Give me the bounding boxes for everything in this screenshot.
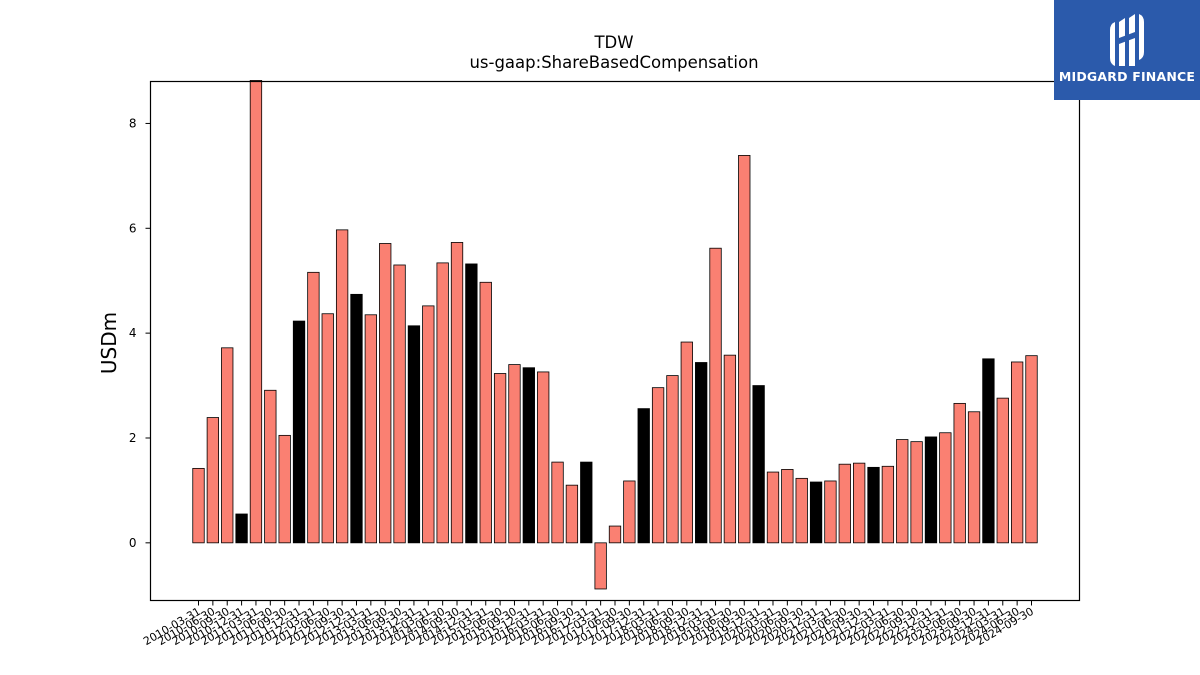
x-ticks-group: 2010-03-312010-06-302010-09-302010-12-31… bbox=[141, 600, 1036, 648]
bar-2014-09-30 bbox=[450, 242, 464, 544]
bar-2023-12-31 bbox=[982, 358, 995, 544]
bar-2018-12-31 bbox=[695, 362, 708, 544]
bar-2014-12-31 bbox=[465, 263, 478, 544]
bar-2012-06-30 bbox=[321, 313, 334, 544]
bar-2013-03-31 bbox=[364, 314, 377, 544]
plot-frame bbox=[149, 80, 1081, 602]
bar-2016-03-31 bbox=[537, 371, 550, 544]
bar-2010-06-30 bbox=[206, 417, 220, 544]
midgard-logo-icon bbox=[1110, 14, 1144, 66]
bar-2018-03-31 bbox=[651, 387, 665, 544]
bar-2017-09-30 bbox=[623, 480, 636, 544]
bar-2020-06-30 bbox=[781, 469, 794, 544]
bar-2012-12-31 bbox=[350, 293, 363, 544]
bar-2013-12-31 bbox=[407, 325, 421, 544]
bar-2011-12-31 bbox=[292, 320, 306, 544]
brand-name: MIDGARD FINANCE bbox=[1058, 69, 1196, 84]
bar-2018-06-30 bbox=[666, 375, 679, 544]
bar-2013-06-30 bbox=[379, 243, 392, 544]
y-axis-label: USDm bbox=[97, 312, 121, 374]
bar-2019-09-30 bbox=[738, 155, 751, 544]
bar-2022-03-31 bbox=[881, 465, 895, 544]
bar-2014-03-31 bbox=[422, 305, 435, 544]
y-tick-label: 6 bbox=[129, 221, 137, 235]
bar-2011-06-30 bbox=[264, 389, 277, 544]
chart-subtitle: us-gaap:ShareBasedCompensation bbox=[469, 53, 758, 72]
bar-2016-12-31 bbox=[580, 461, 593, 544]
bar-2021-06-30 bbox=[838, 463, 851, 544]
bar-2023-09-30 bbox=[967, 411, 981, 544]
bars-group bbox=[192, 80, 1038, 590]
bar-2011-03-31 bbox=[249, 80, 263, 544]
bar-2024-06-30 bbox=[1010, 361, 1024, 544]
bar-2021-03-31 bbox=[824, 480, 837, 544]
bar-2010-03-31 bbox=[192, 467, 205, 544]
bar-2023-03-31 bbox=[939, 432, 952, 544]
bar-2022-06-30 bbox=[896, 439, 909, 544]
bar-2022-09-30 bbox=[910, 441, 923, 544]
bar-2016-06-30 bbox=[551, 461, 564, 544]
bar-2019-03-31 bbox=[709, 247, 722, 544]
bar-2020-12-31 bbox=[809, 481, 823, 544]
bar-2019-06-30 bbox=[723, 354, 737, 544]
bar-2010-09-30 bbox=[221, 347, 234, 544]
y-ticks-group: 0 2 4 6 8 bbox=[129, 116, 151, 550]
bar-2024-03-31 bbox=[996, 397, 1009, 544]
bar-2021-09-30 bbox=[853, 462, 866, 544]
y-tick-label: 2 bbox=[129, 431, 137, 445]
bar-2014-06-30 bbox=[436, 262, 449, 544]
bar-2024-09-30 bbox=[1025, 355, 1038, 544]
bar-2023-06-30 bbox=[953, 402, 966, 544]
bar-2022-12-31 bbox=[924, 436, 938, 544]
bar-2016-09-30 bbox=[565, 484, 579, 544]
y-tick-label: 0 bbox=[129, 536, 137, 550]
bar-2011-09-30 bbox=[278, 434, 291, 544]
bar-2017-06-30 bbox=[608, 525, 622, 544]
bar-2015-12-31 bbox=[522, 367, 535, 544]
y-tick-label: 8 bbox=[129, 116, 137, 130]
bar-2017-12-31 bbox=[637, 408, 650, 544]
chart-title: TDW bbox=[593, 33, 633, 52]
bar-2015-06-30 bbox=[493, 373, 507, 544]
bar-2021-12-31 bbox=[867, 466, 880, 544]
bar-2020-03-31 bbox=[766, 471, 780, 544]
bar-2017-03-31 bbox=[594, 542, 607, 590]
bar-2013-09-30 bbox=[393, 264, 406, 544]
brand-logo: MIDGARD FINANCE bbox=[1054, 0, 1200, 100]
bar-2012-03-31 bbox=[307, 271, 320, 544]
bar-2015-03-31 bbox=[479, 281, 492, 544]
bar-2015-09-30 bbox=[508, 364, 521, 544]
y-tick-label: 4 bbox=[129, 326, 137, 340]
bar-2018-09-30 bbox=[680, 341, 693, 544]
bar-2012-09-30 bbox=[335, 229, 349, 544]
bar-2019-12-31 bbox=[752, 385, 765, 544]
bar-2010-12-31 bbox=[235, 513, 248, 544]
bar-2020-09-30 bbox=[795, 477, 808, 544]
